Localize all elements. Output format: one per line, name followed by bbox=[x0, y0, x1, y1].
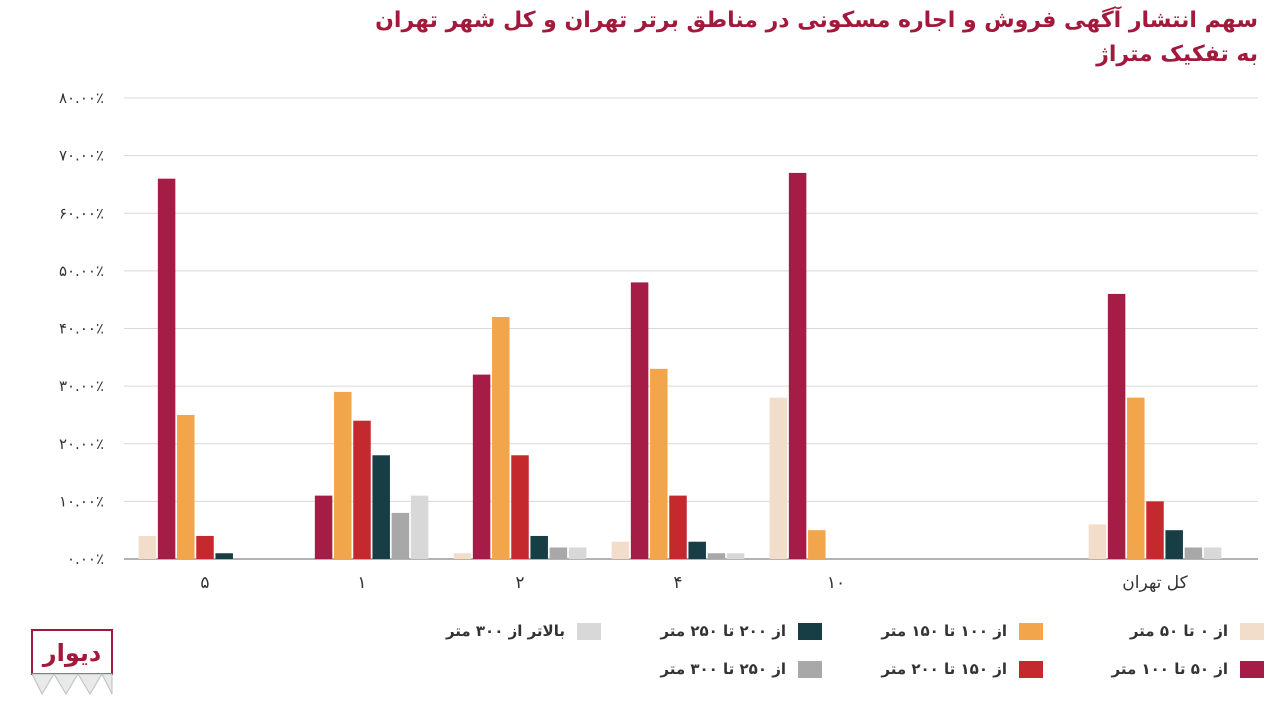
y-tick-label: ۲۰.۰۰٪ bbox=[59, 435, 104, 453]
bar bbox=[138, 535, 157, 559]
legend-swatch bbox=[1019, 660, 1043, 678]
legend-item: از ۱۰۰ تا ۱۵۰ متر bbox=[822, 612, 1043, 650]
x-tick-label: ۲ bbox=[515, 573, 524, 593]
legend-swatch bbox=[1019, 622, 1043, 640]
legend-item: از ۰ تا ۵۰ متر bbox=[1043, 612, 1264, 650]
legend-label: از ۵۰ تا ۱۰۰ متر bbox=[1111, 660, 1228, 678]
legend-label: از ۱۵۰ تا ۲۰۰ متر bbox=[881, 660, 1007, 678]
legend-item: بالاتر از ۳۰۰ متر bbox=[380, 612, 601, 650]
x-tick-label: ۱ bbox=[357, 573, 366, 593]
bar bbox=[1146, 501, 1164, 559]
bar bbox=[808, 530, 826, 559]
bar bbox=[1107, 293, 1126, 559]
legend-item: از ۱۵۰ تا ۲۰۰ متر bbox=[822, 650, 1043, 688]
legend-item: از ۲۵۰ تا ۳۰۰ متر bbox=[601, 650, 822, 688]
bar bbox=[726, 553, 745, 559]
y-tick-label: ۰.۰۰٪ bbox=[67, 550, 104, 568]
bar bbox=[177, 414, 195, 559]
legend-swatch bbox=[798, 622, 822, 640]
y-tick-label: ۸۰.۰۰٪ bbox=[59, 89, 104, 107]
chart-title: سهم انتشار آگهی فروش و اجاره مسکونی در م… bbox=[358, 4, 1258, 72]
bar bbox=[769, 397, 788, 559]
bar bbox=[1165, 530, 1183, 559]
legend-swatch bbox=[577, 622, 601, 640]
logo-text: دیوار bbox=[42, 639, 101, 667]
logo-fold bbox=[31, 672, 113, 696]
legend-item: از ۵۰ تا ۱۰۰ متر bbox=[1043, 650, 1264, 688]
legend-label: از ۱۰۰ تا ۱۵۰ متر bbox=[881, 622, 1007, 640]
bar bbox=[453, 553, 472, 559]
bar bbox=[669, 495, 687, 559]
x-tick-label: ۴ bbox=[673, 573, 682, 593]
y-tick-label: ۴۰.۰۰٪ bbox=[59, 320, 104, 338]
bar bbox=[353, 420, 371, 559]
chart-legend: از ۰ تا ۵۰ متر از ۱۰۰ تا ۱۵۰ متر از ۲۰۰ تا… bbox=[380, 612, 1264, 692]
bar bbox=[568, 547, 587, 559]
bar bbox=[391, 512, 410, 559]
bar bbox=[1088, 524, 1107, 559]
legend-label: از ۰ تا ۵۰ متر bbox=[1129, 622, 1228, 640]
divar-logo: دیوار bbox=[31, 629, 113, 696]
bar bbox=[215, 553, 233, 559]
x-tick-label: کل تهران bbox=[1122, 573, 1188, 593]
bar bbox=[549, 547, 568, 559]
bar bbox=[1203, 547, 1222, 559]
bar bbox=[472, 374, 491, 559]
legend-label: از ۲۰۰ تا ۲۵۰ متر bbox=[660, 622, 786, 640]
bar-chart: ۰.۰۰٪ ۱۰.۰۰٪ ۲۰.۰۰٪ ۳۰.۰۰٪ ۴۰.۰۰٪ ۵۰.۰۰٪ ۶۰.۰۰… bbox=[59, 89, 1258, 593]
legend-swatch bbox=[1240, 660, 1264, 678]
bar bbox=[788, 172, 807, 559]
bar bbox=[334, 391, 352, 559]
bar bbox=[650, 368, 668, 559]
legend-item: از ۲۰۰ تا ۲۵۰ متر bbox=[601, 612, 822, 650]
bar bbox=[1127, 397, 1145, 559]
bar bbox=[707, 553, 726, 559]
bar bbox=[372, 455, 390, 559]
legend-label: از ۲۵۰ تا ۳۰۰ متر bbox=[660, 660, 786, 678]
legend-label: بالاتر از ۳۰۰ متر bbox=[445, 622, 565, 640]
legend-swatch bbox=[1240, 622, 1264, 640]
bar bbox=[530, 535, 548, 559]
chart-title-line-1: سهم انتشار آگهی فروش و اجاره مسکونی در م… bbox=[375, 8, 1258, 33]
y-tick-label: ۱۰.۰۰٪ bbox=[59, 492, 104, 510]
bar bbox=[314, 495, 333, 559]
bar bbox=[196, 535, 214, 559]
bar bbox=[410, 495, 429, 559]
y-tick-label: ۳۰.۰۰٪ bbox=[59, 377, 104, 395]
bar bbox=[157, 178, 176, 560]
bar bbox=[688, 541, 706, 559]
legend-swatch bbox=[798, 660, 822, 678]
bar bbox=[630, 282, 649, 559]
x-tick-label: ۵ bbox=[200, 573, 209, 593]
bar bbox=[492, 316, 510, 559]
x-tick-label: ۱۰ bbox=[827, 573, 845, 593]
y-tick-label: ۷۰.۰۰٪ bbox=[59, 147, 104, 165]
bar bbox=[1184, 547, 1203, 559]
logo-border bbox=[31, 629, 113, 675]
chart-title-line-2: به تفکیک متراژ bbox=[1096, 42, 1258, 67]
y-tick-label: ۵۰.۰۰٪ bbox=[59, 262, 104, 280]
y-tick-label: ۶۰.۰۰٪ bbox=[59, 204, 104, 222]
bar bbox=[511, 455, 529, 559]
bar bbox=[611, 541, 630, 559]
